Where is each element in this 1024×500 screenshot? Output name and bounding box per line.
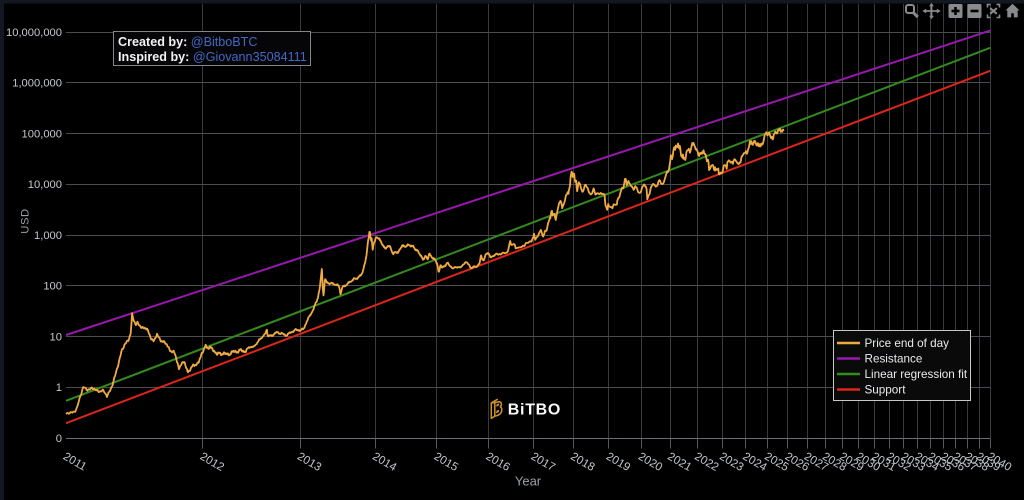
svg-text:10,000: 10,000 <box>28 179 62 191</box>
svg-text:Linear regression fit: Linear regression fit <box>865 368 968 381</box>
svg-text:0: 0 <box>56 433 62 445</box>
svg-text:100: 100 <box>43 281 62 293</box>
svg-text:Support: Support <box>865 384 907 397</box>
svg-text:1: 1 <box>56 382 62 394</box>
svg-text:1,000,000: 1,000,000 <box>12 78 62 90</box>
svg-text:BiTBO: BiTBO <box>508 402 561 419</box>
svg-text:100,000: 100,000 <box>22 128 62 140</box>
svg-text:1,000: 1,000 <box>34 230 62 242</box>
svg-text:Inspired by: @Giovann35084111: Inspired by: @Giovann35084111 <box>118 50 307 64</box>
svg-text:Resistance: Resistance <box>865 353 923 366</box>
svg-text:10,000,000: 10,000,000 <box>6 27 62 39</box>
svg-text:10: 10 <box>50 332 62 344</box>
svg-text:Price end of day: Price end of day <box>865 337 950 350</box>
svg-text:Year: Year <box>515 474 542 489</box>
svg-text:USD: USD <box>20 208 32 233</box>
svg-text:Created by: @BitboBTC: Created by: @BitboBTC <box>118 35 257 49</box>
